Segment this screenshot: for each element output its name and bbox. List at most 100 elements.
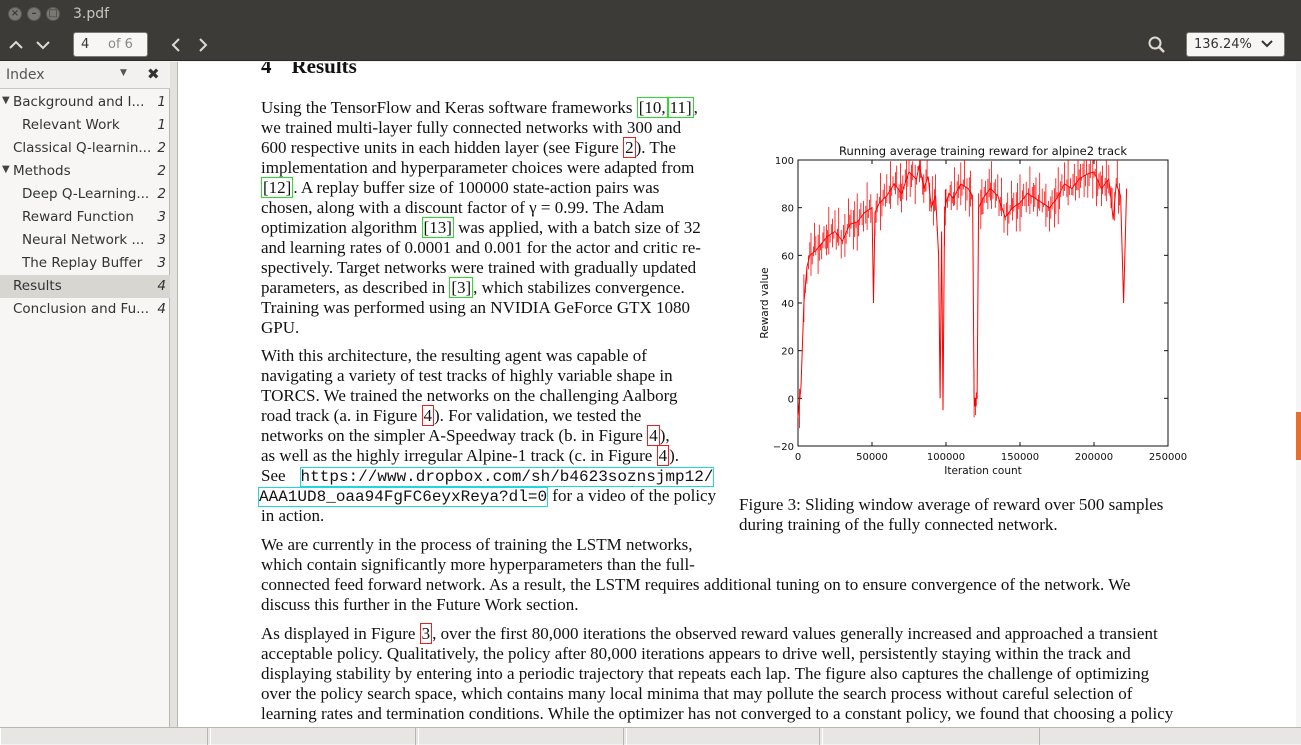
next-page-button[interactable]: [31, 33, 55, 57]
sidebar-item-label: Classical Q-learnin...: [13, 140, 152, 156]
x-tick-label: 50000: [856, 452, 888, 463]
close-window-button[interactable]: ×: [8, 7, 22, 21]
sidebar-item-page: 2: [157, 140, 166, 156]
sidebar-item-page: 2: [157, 186, 166, 202]
figure-link[interactable]: 2: [623, 137, 636, 158]
dropdown-arrow-icon[interactable]: ▼: [120, 68, 127, 78]
figure-link[interactable]: 3: [419, 623, 433, 644]
y-tick-label: 60: [781, 251, 794, 262]
sidebar-item[interactable]: Neural Network ... 3: [0, 229, 170, 252]
sidebar-item-label: Deep Q-Learning...: [22, 186, 150, 202]
page-number-input[interactable]: 4 of 6: [73, 32, 148, 57]
sidebar-item-page: 2: [157, 163, 166, 179]
sidebar-item[interactable]: Conclusion and Fu... 4: [0, 298, 170, 321]
sidebar-item[interactable]: The Replay Buffer 3: [0, 252, 170, 275]
bottom-tab[interactable]: [210, 728, 416, 745]
y-tick-label: 80: [781, 204, 794, 215]
bottom-tab[interactable]: [822, 728, 1040, 745]
text-line: TORCS. We trained the networks on the ch…: [261, 386, 678, 405]
index-tree: ▼ Background and I... 1 Relevant Work 1 Class…: [0, 91, 170, 321]
sidebar-item[interactable]: Results 4: [0, 275, 170, 298]
maximize-window-button[interactable]: □: [46, 7, 60, 21]
text-line: discuss this further in the Future Work …: [261, 595, 579, 614]
document-view[interactable]: 4 Results Using the TensorFlow and Keras …: [178, 62, 1301, 727]
sidebar-item-page: 3: [157, 255, 166, 271]
figure-link[interactable]: 4: [647, 425, 660, 446]
citation-link[interactable]: 11]: [667, 97, 694, 118]
url-link[interactable]: AAA1UD8_oaa94FgFC6eyxReya?dl=0: [258, 487, 549, 507]
text-line: implementation and hyperparameter choice…: [261, 158, 695, 177]
sidebar-item-page: 1: [157, 94, 166, 110]
url-link[interactable]: https://www.dropbox.com/sh/b4623soznsjmp…: [299, 467, 715, 487]
text-line: navigating a variety of test tracks of h…: [261, 366, 673, 385]
sidebar-resize-handle[interactable]: [170, 62, 178, 727]
bottom-tab[interactable]: [418, 728, 624, 745]
sidebar-item-label: Results: [13, 278, 62, 294]
text-line: acceptable policy. Qualitatively, the po…: [261, 644, 1131, 663]
scrollbar-thumb[interactable]: [1296, 412, 1301, 460]
text-line: parameters, as described in [3], which s…: [261, 277, 685, 298]
sidebar-item[interactable]: ▼ Methods 2: [0, 160, 170, 183]
citation-link[interactable]: [12]: [261, 177, 294, 198]
sidebar-header: Index ▼ ✖: [0, 62, 170, 89]
sidebar-item[interactable]: Deep Q-Learning... 2: [0, 183, 170, 206]
text-line: as well as the highly irregular Alpine-1…: [261, 445, 680, 466]
sidebar-item-label: Conclusion and Fu...: [13, 301, 150, 317]
figure-link[interactable]: 4: [421, 405, 434, 426]
minimize-window-button[interactable]: –: [27, 7, 41, 21]
y-axis-label: Reward value: [759, 267, 771, 338]
citation-link[interactable]: [13]: [421, 217, 454, 238]
close-sidebar-icon[interactable]: ✖: [147, 65, 160, 83]
y-tick-label: −20: [773, 442, 794, 453]
history-back-button[interactable]: [164, 33, 188, 57]
expander-icon[interactable]: ▼: [2, 164, 10, 175]
chevron-right-icon: [199, 38, 208, 52]
sidebar-item-page: 4: [157, 278, 166, 294]
sidebar-item-label: Relevant Work: [22, 117, 120, 133]
text-line: See https://www.dropbox.com/sh/b4623sozns…: [261, 466, 715, 487]
sidebar-item-label: Neural Network ...: [22, 232, 145, 248]
sidebar-item[interactable]: Relevant Work 1: [0, 114, 170, 137]
section-heading: 4 Results: [261, 62, 357, 79]
chevron-up-icon: [9, 40, 23, 49]
sidebar-item-page: 3: [157, 232, 166, 248]
figure-link[interactable]: 4: [656, 445, 670, 466]
expander-icon[interactable]: ▼: [2, 95, 10, 106]
text-line: [12]. A replay buffer size of 100000 sta…: [261, 177, 660, 198]
text-line: We are currently in the process of train…: [261, 535, 693, 554]
y-tick-label: 0: [788, 394, 794, 405]
text-line: optimization algorithm [13] was applied,…: [261, 217, 701, 238]
x-tick-label: 150000: [1001, 452, 1039, 463]
text-line: road track (a. in Figure 4). For validat…: [261, 405, 642, 426]
y-tick-label: 20: [781, 347, 794, 358]
citation-link[interactable]: [3]: [449, 277, 474, 298]
window-title: 3.pdf: [73, 6, 110, 22]
text-line: Training was performed using an NVIDIA G…: [261, 298, 691, 317]
y-tick-label: 40: [781, 299, 794, 310]
toolbar: 4 of 6 136.24%: [0, 29, 1301, 61]
bottom-tab[interactable]: [0, 728, 208, 745]
caption-line: Figure 3: Sliding window average of rewa…: [739, 495, 1164, 514]
sidebar-item[interactable]: Classical Q-learnin... 2: [0, 137, 170, 160]
chevron-left-icon: [171, 38, 180, 52]
text-line: GPU.: [261, 318, 300, 337]
history-forward-button[interactable]: [191, 33, 215, 57]
sidebar-item-page: 3: [157, 209, 166, 225]
text-line: learning rates and termination condition…: [261, 704, 1174, 723]
sidebar-item[interactable]: Reward Function 3: [0, 206, 170, 229]
sidebar-item[interactable]: ▼ Background and I... 1: [0, 91, 170, 114]
text-line: networks on the simpler A-Speedway track…: [261, 425, 670, 446]
zoom-select[interactable]: 136.24%: [1186, 32, 1285, 57]
citation-link[interactable]: [10,: [636, 97, 668, 118]
text-line: 600 respective units in each hidden laye…: [261, 137, 676, 158]
x-tick-label: 250000: [1149, 452, 1187, 463]
y-tick-label: 100: [775, 156, 794, 167]
vertical-scrollbar[interactable]: [1296, 62, 1301, 727]
sidebar-item-label: Methods: [13, 163, 71, 179]
previous-page-button[interactable]: [4, 33, 28, 57]
text-line: and learning rates of 0.0001 and 0.001 f…: [261, 238, 701, 257]
text-line: we trained multi-layer fully connected n…: [261, 118, 682, 137]
search-button[interactable]: [1145, 33, 1169, 57]
current-page: 4: [81, 37, 90, 52]
bottom-tab[interactable]: [626, 728, 820, 745]
